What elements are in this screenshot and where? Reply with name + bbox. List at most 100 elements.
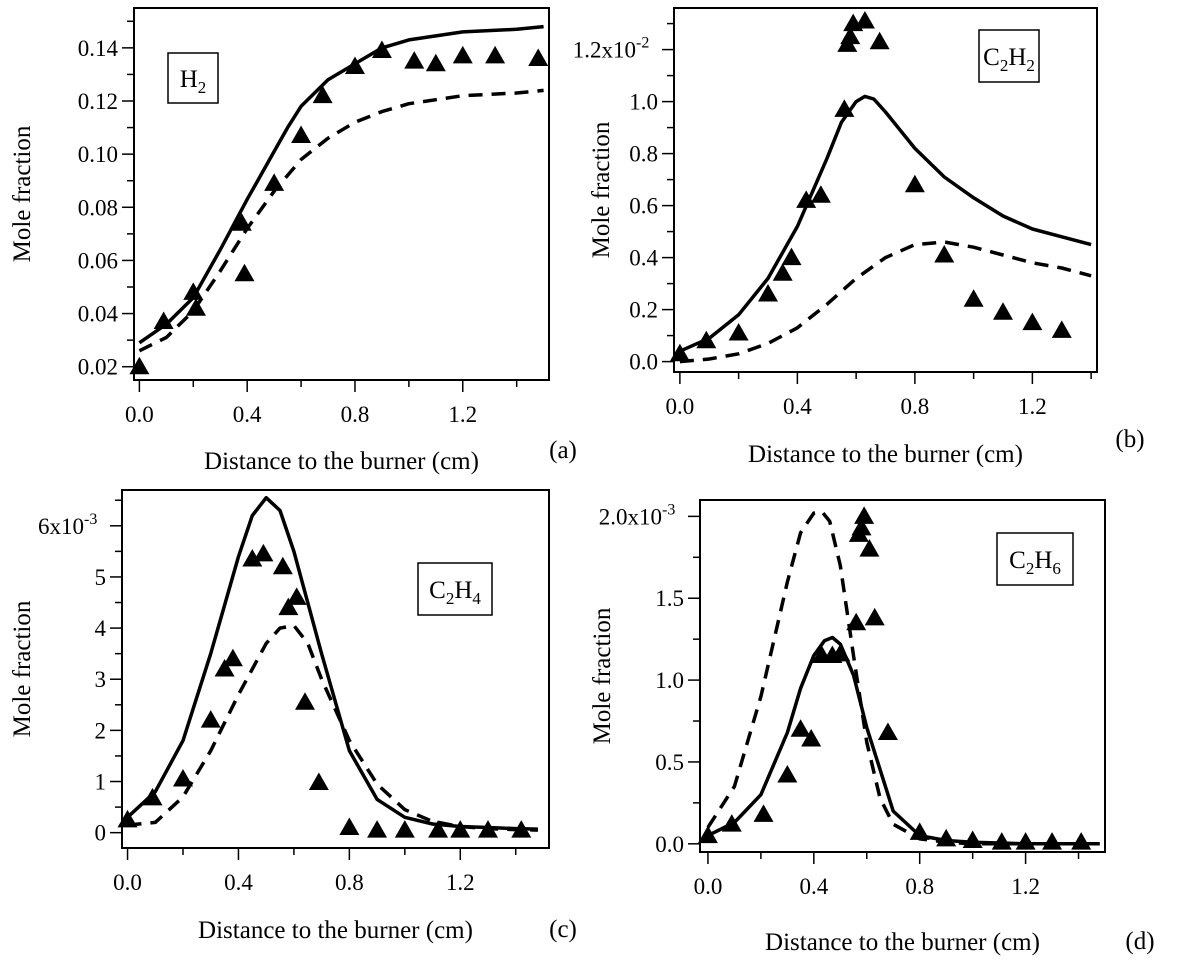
data-point-marker <box>669 343 690 362</box>
x-axis-label: Distance to the burner (cm) <box>198 917 473 944</box>
data-point-marker <box>869 31 890 50</box>
data-point-marker <box>485 45 506 64</box>
x-tick-label: 0.4 <box>783 394 812 419</box>
species-label: C2H4 <box>429 577 481 608</box>
y-tick-label: 1.0 <box>629 90 658 115</box>
plot-frame <box>121 489 550 849</box>
data-point-marker <box>1015 832 1036 850</box>
data-point-marker <box>214 659 235 677</box>
y-tick-label: 0.06 <box>78 248 118 273</box>
data-point-marker <box>851 517 872 536</box>
y-tick-label: 5 <box>95 565 107 590</box>
data-point-marker <box>1051 320 1072 338</box>
model-line-dashed <box>679 240 1092 364</box>
panel-tag: (d) <box>1125 928 1154 955</box>
data-point-marker <box>854 506 875 524</box>
data-point-marker <box>528 48 549 66</box>
y-tick-label: 0.0 <box>655 832 684 857</box>
data-point-marker <box>963 289 984 307</box>
y-tick-label: 0.04 <box>78 302 119 327</box>
y-tick-label: 0.02 <box>78 355 118 380</box>
data-point-marker <box>428 820 449 838</box>
x-tick-label: 0.0 <box>125 402 154 427</box>
y-tick-label: 0.10 <box>78 142 118 167</box>
y-tick-label: 0.12 <box>78 89 118 114</box>
x-tick-label: 0.8 <box>905 874 934 899</box>
data-point-marker <box>242 549 263 567</box>
x-tick-label: 1.2 <box>1018 394 1047 419</box>
data-point-marker <box>840 26 861 45</box>
data-point-marker <box>810 185 831 203</box>
data-point-marker <box>1042 832 1063 850</box>
x-tick-label: 1.2 <box>1011 874 1040 899</box>
y-tick-label: 0.0 <box>629 350 658 375</box>
panel-tag: (c) <box>549 916 577 943</box>
data-point-marker <box>1022 312 1043 331</box>
species-label: C2H6 <box>1009 547 1061 578</box>
data-point-marker <box>264 173 285 191</box>
y-tick-label: 0.2 <box>629 298 658 323</box>
y-tick-label: 3 <box>95 667 107 692</box>
y-tick-label: 0.5 <box>655 750 684 775</box>
data-point-marker <box>728 323 749 341</box>
model-line-dashed <box>138 88 544 353</box>
chart-panel-4: 0.0 0.4 0.8 1.2 0.0 0.5 1.0 1.5 2.0x10 -3 Distance… <box>589 499 1155 956</box>
data-point-marker <box>452 45 473 64</box>
species-label-box <box>978 29 1040 83</box>
model-line-solid <box>707 635 1100 846</box>
y-exponent: -3 <box>662 501 675 518</box>
species-label: C2H2 <box>983 44 1035 75</box>
panel-tag: (b) <box>1115 426 1144 453</box>
data-point-marker <box>272 556 293 575</box>
model-line-solid <box>679 94 1092 353</box>
y-tick-label: 0.14 <box>78 36 119 61</box>
panel-tag: (a) <box>549 437 577 464</box>
x-tick-label: 0.0 <box>694 874 723 899</box>
data-point-marker <box>253 543 274 562</box>
x-axis-label: Distance to the burner (cm) <box>204 448 479 475</box>
data-point-marker <box>904 174 925 193</box>
x-axis-label: Distance to the burner (cm) <box>765 929 1040 956</box>
data-point-marker <box>200 710 221 728</box>
y-tick-label: 1.0 <box>655 668 684 693</box>
data-point-marker <box>404 51 425 69</box>
chart-panel-1: 0.0 0.4 0.8 1.2 0.02 0.04 0.06 0.08 0.10 0.12 0.14… <box>9 7 577 475</box>
x-tick-label: 0.0 <box>113 870 142 895</box>
species-label: H2 <box>180 66 207 97</box>
y-tick-label: 4 <box>95 616 107 641</box>
plot-frame <box>673 7 1098 373</box>
y-tick-label: 0.4 <box>629 246 658 271</box>
data-point-marker <box>864 607 885 626</box>
y-axis-label: Mole fraction <box>9 125 36 262</box>
data-point-marker <box>339 817 360 836</box>
data-point-marker <box>173 768 193 787</box>
y-tick-label: 0.08 <box>78 195 118 220</box>
x-tick-label: 1.2 <box>446 870 475 895</box>
y-tick-label: 2 <box>95 718 107 743</box>
chart-panel-2: 0.0 0.4 0.8 1.2 0.0 0.2 0.4 0.6 0.8 1.0 1.2x10 -2 Di… <box>573 7 1145 468</box>
y-tick-label: 0.6 <box>629 194 658 219</box>
y-tick-label: 1.5 <box>655 586 684 611</box>
y-axis-label: Mole fraction <box>9 600 36 737</box>
data-point-marker <box>854 11 875 29</box>
data-point-marker <box>308 772 329 791</box>
plot-frame <box>133 7 550 381</box>
data-point-marker <box>286 587 307 605</box>
y-tick-label: 0.8 <box>629 142 658 167</box>
chart-panel-3: 0.0 0.4 0.8 1.2 0 1 2 3 4 5 6x10 -3 Distance to the … <box>9 489 577 944</box>
data-point-marker <box>758 284 778 302</box>
data-point-marker <box>934 245 955 263</box>
data-point-marker <box>222 648 243 667</box>
data-point-marker <box>367 820 388 838</box>
x-tick-label: 0.4 <box>224 870 253 895</box>
data-point-marker <box>796 190 817 208</box>
y-tick-label: 1.2x10 <box>573 38 636 63</box>
data-point-marker <box>753 804 774 822</box>
y-tick-label: 0 <box>95 821 107 846</box>
data-point-marker <box>425 53 446 72</box>
data-point-marker <box>129 356 150 375</box>
y-tick-label: 6x10 <box>38 514 84 539</box>
data-point-marker <box>278 597 299 616</box>
data-point-marker <box>993 302 1013 320</box>
